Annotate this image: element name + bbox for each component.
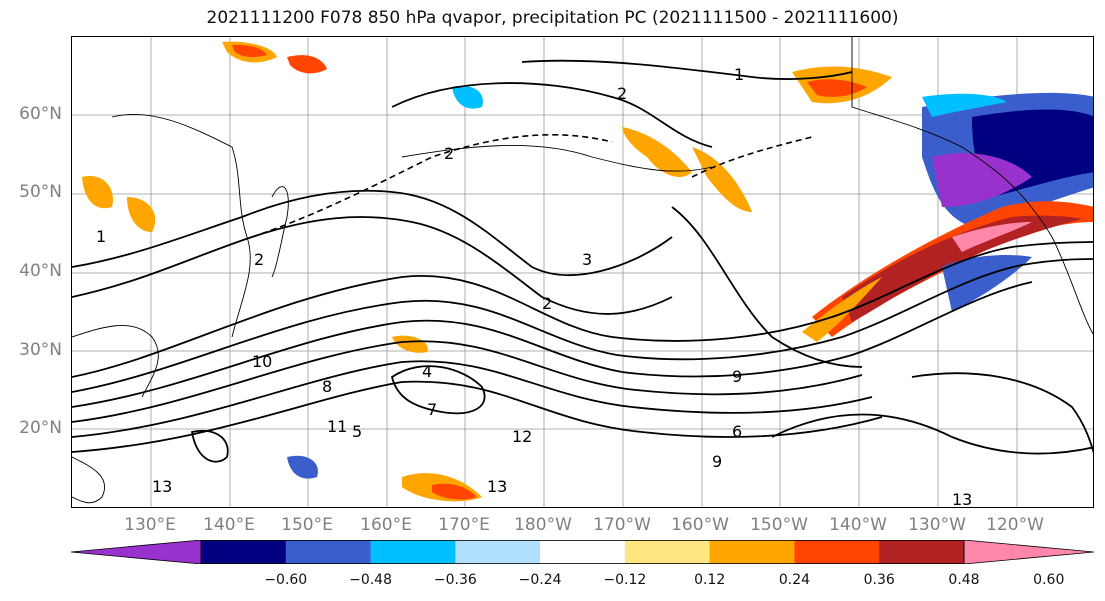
- colorbar-swatch: [794, 540, 880, 564]
- lon-label: 160°E: [360, 515, 412, 535]
- lat-label: 60°N: [19, 104, 62, 124]
- colorbar-swatch: [201, 540, 287, 564]
- lat-label: 20°N: [19, 418, 62, 438]
- lon-label: 170°W: [593, 515, 651, 535]
- contour-label: 1: [734, 65, 744, 84]
- colorbar-tick-label: −0.60: [264, 572, 308, 588]
- colorbar-extend-low: [70, 539, 202, 565]
- contour-label: 7: [427, 400, 437, 419]
- lat-label: 40°N: [19, 261, 62, 281]
- colorbar-tick-label: −0.36: [433, 572, 477, 588]
- lon-label: 140°E: [203, 515, 255, 535]
- colorbar-swatch: [540, 540, 626, 564]
- colorbar-tick-label: 0.24: [778, 572, 811, 588]
- lon-label: 130°E: [124, 515, 176, 535]
- colorbar-tick-label: 0.36: [863, 572, 895, 588]
- colorbar-tick-label: 0.48: [948, 572, 980, 588]
- colorbar-frame: [200, 540, 965, 565]
- colorbar-tick-label: −0.48: [349, 572, 392, 588]
- contour-label: 9: [712, 452, 722, 471]
- contour-label: 1: [96, 227, 106, 246]
- contour-label: 13: [952, 490, 972, 508]
- contour-labels: 1 1 2 2 2 2 3 4 5 6 7 8 9 10 11 12 13 13…: [96, 65, 972, 508]
- contour-label: 9: [732, 367, 742, 386]
- lat-label: 30°N: [19, 340, 62, 360]
- colorbar-extend-high: [963, 539, 1095, 565]
- contour-label: 13: [487, 477, 507, 496]
- lon-label: 170°E: [438, 515, 490, 535]
- precip-shading: [82, 41, 1093, 502]
- contour-label: 3: [582, 250, 592, 269]
- colorbar-swatch: [455, 540, 541, 564]
- colorbar-swatch: [879, 540, 965, 564]
- lon-label: 150°W: [750, 515, 808, 535]
- map-title: 2021111200 F078 850 hPa qvapor, precipit…: [206, 8, 899, 28]
- colorbar-swatch: [624, 540, 711, 564]
- contour-label: 2: [254, 250, 264, 269]
- colorbar-tick-label: 0.12: [694, 572, 726, 588]
- contour-label: 10: [252, 352, 272, 371]
- lon-label: 160°W: [671, 515, 729, 535]
- colorbar-swatch: [285, 540, 372, 564]
- contour-label: 6: [732, 422, 742, 441]
- map-plot-area: 1 1 2 2 2 2 3 4 5 6 7 8 9 10 11 12 13 13…: [71, 36, 1094, 508]
- qvapor-contours: [72, 59, 1093, 463]
- contour-label: 8: [322, 377, 332, 396]
- colorbar-tick-label: −0.24: [518, 572, 562, 588]
- lon-label: 120°W: [986, 515, 1044, 535]
- lon-label: 150°E: [281, 515, 333, 535]
- colorbar-swatch: [370, 540, 456, 564]
- contour-label: 2: [444, 144, 454, 163]
- contour-label: 13: [152, 477, 172, 496]
- lon-label: 180°W: [514, 515, 572, 535]
- map-canvas: 1 1 2 2 2 2 3 4 5 6 7 8 9 10 11 12 13 13…: [72, 37, 1093, 508]
- colorbar-tick-label: 0.60: [1033, 572, 1065, 588]
- lon-label: 130°W: [908, 515, 966, 535]
- contour-label: 2: [617, 84, 627, 103]
- contour-label: 4: [422, 362, 432, 381]
- lon-label: 140°W: [829, 515, 887, 535]
- colorbar-swatch: [709, 540, 795, 564]
- contour-label: 11: [327, 417, 347, 436]
- contour-label: 12: [512, 427, 532, 446]
- colorbar-tick-label: −0.12: [603, 572, 647, 588]
- lat-label: 50°N: [19, 182, 62, 202]
- contour-label: 5: [352, 422, 362, 441]
- colorbar-swatches: [70, 539, 1095, 565]
- contour-label: 2: [542, 294, 552, 313]
- dashed-contours: [251, 134, 813, 238]
- colorbar: [70, 539, 1095, 565]
